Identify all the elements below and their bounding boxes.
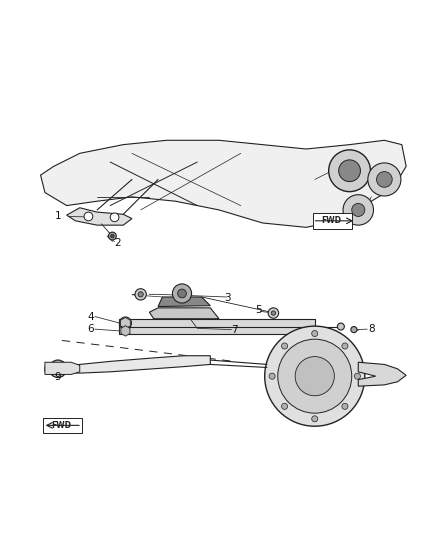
Circle shape — [282, 403, 288, 409]
Circle shape — [368, 163, 401, 196]
Text: FWD: FWD — [51, 421, 71, 430]
Circle shape — [269, 373, 275, 379]
Circle shape — [377, 172, 392, 187]
Circle shape — [49, 360, 67, 377]
FancyBboxPatch shape — [43, 417, 82, 433]
Circle shape — [337, 323, 344, 330]
Polygon shape — [119, 319, 315, 334]
Circle shape — [109, 232, 116, 240]
Polygon shape — [45, 356, 210, 373]
Circle shape — [282, 343, 288, 349]
Text: 3: 3 — [224, 293, 231, 303]
Circle shape — [53, 365, 62, 373]
Polygon shape — [158, 297, 210, 306]
Circle shape — [268, 308, 279, 318]
Polygon shape — [41, 140, 406, 228]
Text: 1: 1 — [55, 212, 61, 221]
Text: 9: 9 — [55, 373, 61, 383]
Circle shape — [138, 292, 143, 297]
Circle shape — [295, 357, 334, 396]
Polygon shape — [45, 362, 80, 375]
Circle shape — [121, 322, 130, 331]
Circle shape — [111, 235, 114, 238]
Circle shape — [110, 213, 119, 222]
Circle shape — [339, 160, 360, 182]
Polygon shape — [121, 326, 130, 336]
Circle shape — [312, 416, 318, 422]
Text: 4: 4 — [87, 312, 94, 321]
Circle shape — [312, 330, 318, 336]
Circle shape — [278, 339, 352, 413]
Circle shape — [173, 284, 191, 303]
Polygon shape — [149, 308, 219, 319]
Text: 7: 7 — [231, 325, 237, 335]
Text: 8: 8 — [368, 324, 374, 334]
Circle shape — [119, 317, 131, 329]
Text: 5: 5 — [255, 305, 261, 315]
Polygon shape — [67, 208, 132, 225]
Circle shape — [342, 403, 348, 409]
Circle shape — [271, 311, 276, 315]
Circle shape — [343, 195, 374, 225]
Circle shape — [122, 320, 128, 326]
Text: 2: 2 — [114, 238, 121, 247]
Circle shape — [352, 204, 365, 216]
Polygon shape — [358, 362, 406, 386]
Circle shape — [351, 327, 357, 333]
Circle shape — [178, 289, 186, 298]
Circle shape — [354, 373, 360, 379]
Circle shape — [135, 289, 146, 300]
Circle shape — [265, 326, 365, 426]
Polygon shape — [120, 318, 131, 329]
Text: FWD: FWD — [321, 216, 341, 225]
Circle shape — [342, 343, 348, 349]
Circle shape — [84, 212, 93, 221]
Text: 6: 6 — [87, 324, 94, 334]
Circle shape — [328, 150, 371, 192]
FancyBboxPatch shape — [313, 213, 352, 229]
